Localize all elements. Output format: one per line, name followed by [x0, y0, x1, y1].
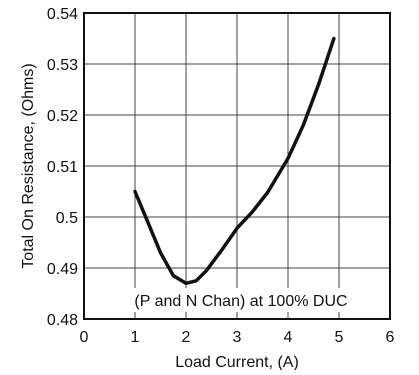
y-tick-label: 0.52 [47, 108, 78, 125]
x-tick-label: 2 [182, 329, 191, 346]
grid-layer [84, 13, 390, 319]
y-tick-label: 0.51 [47, 159, 78, 176]
x-tick-label: 6 [386, 329, 395, 346]
series-layer [135, 38, 334, 283]
x-tick-label: 4 [284, 329, 293, 346]
y-tick-labels: 0.48 0.49 0.5 0.51 0.52 0.53 0.54 [47, 6, 78, 329]
x-tick-label: 0 [80, 329, 89, 346]
y-tick-label: 0.53 [47, 57, 78, 74]
x-tick-labels: 0 1 2 3 4 5 6 [80, 329, 395, 346]
chart-annotation: (P and N Chan) at 100% DUC [134, 293, 347, 310]
y-tick-label: 0.49 [47, 261, 78, 278]
y-tick-label: 0.48 [47, 312, 78, 329]
y-axis-label: Total On Resistance, (Ohms) [20, 63, 37, 268]
y-tick-label: 0.5 [56, 210, 78, 227]
y-tick-label: 0.54 [47, 6, 78, 23]
resistance-curve [135, 39, 334, 284]
x-tick-label: 3 [233, 329, 242, 346]
x-axis-label: Load Current, (A) [175, 354, 299, 370]
x-tick-label: 5 [335, 329, 344, 346]
x-tick-label: 1 [131, 329, 140, 346]
